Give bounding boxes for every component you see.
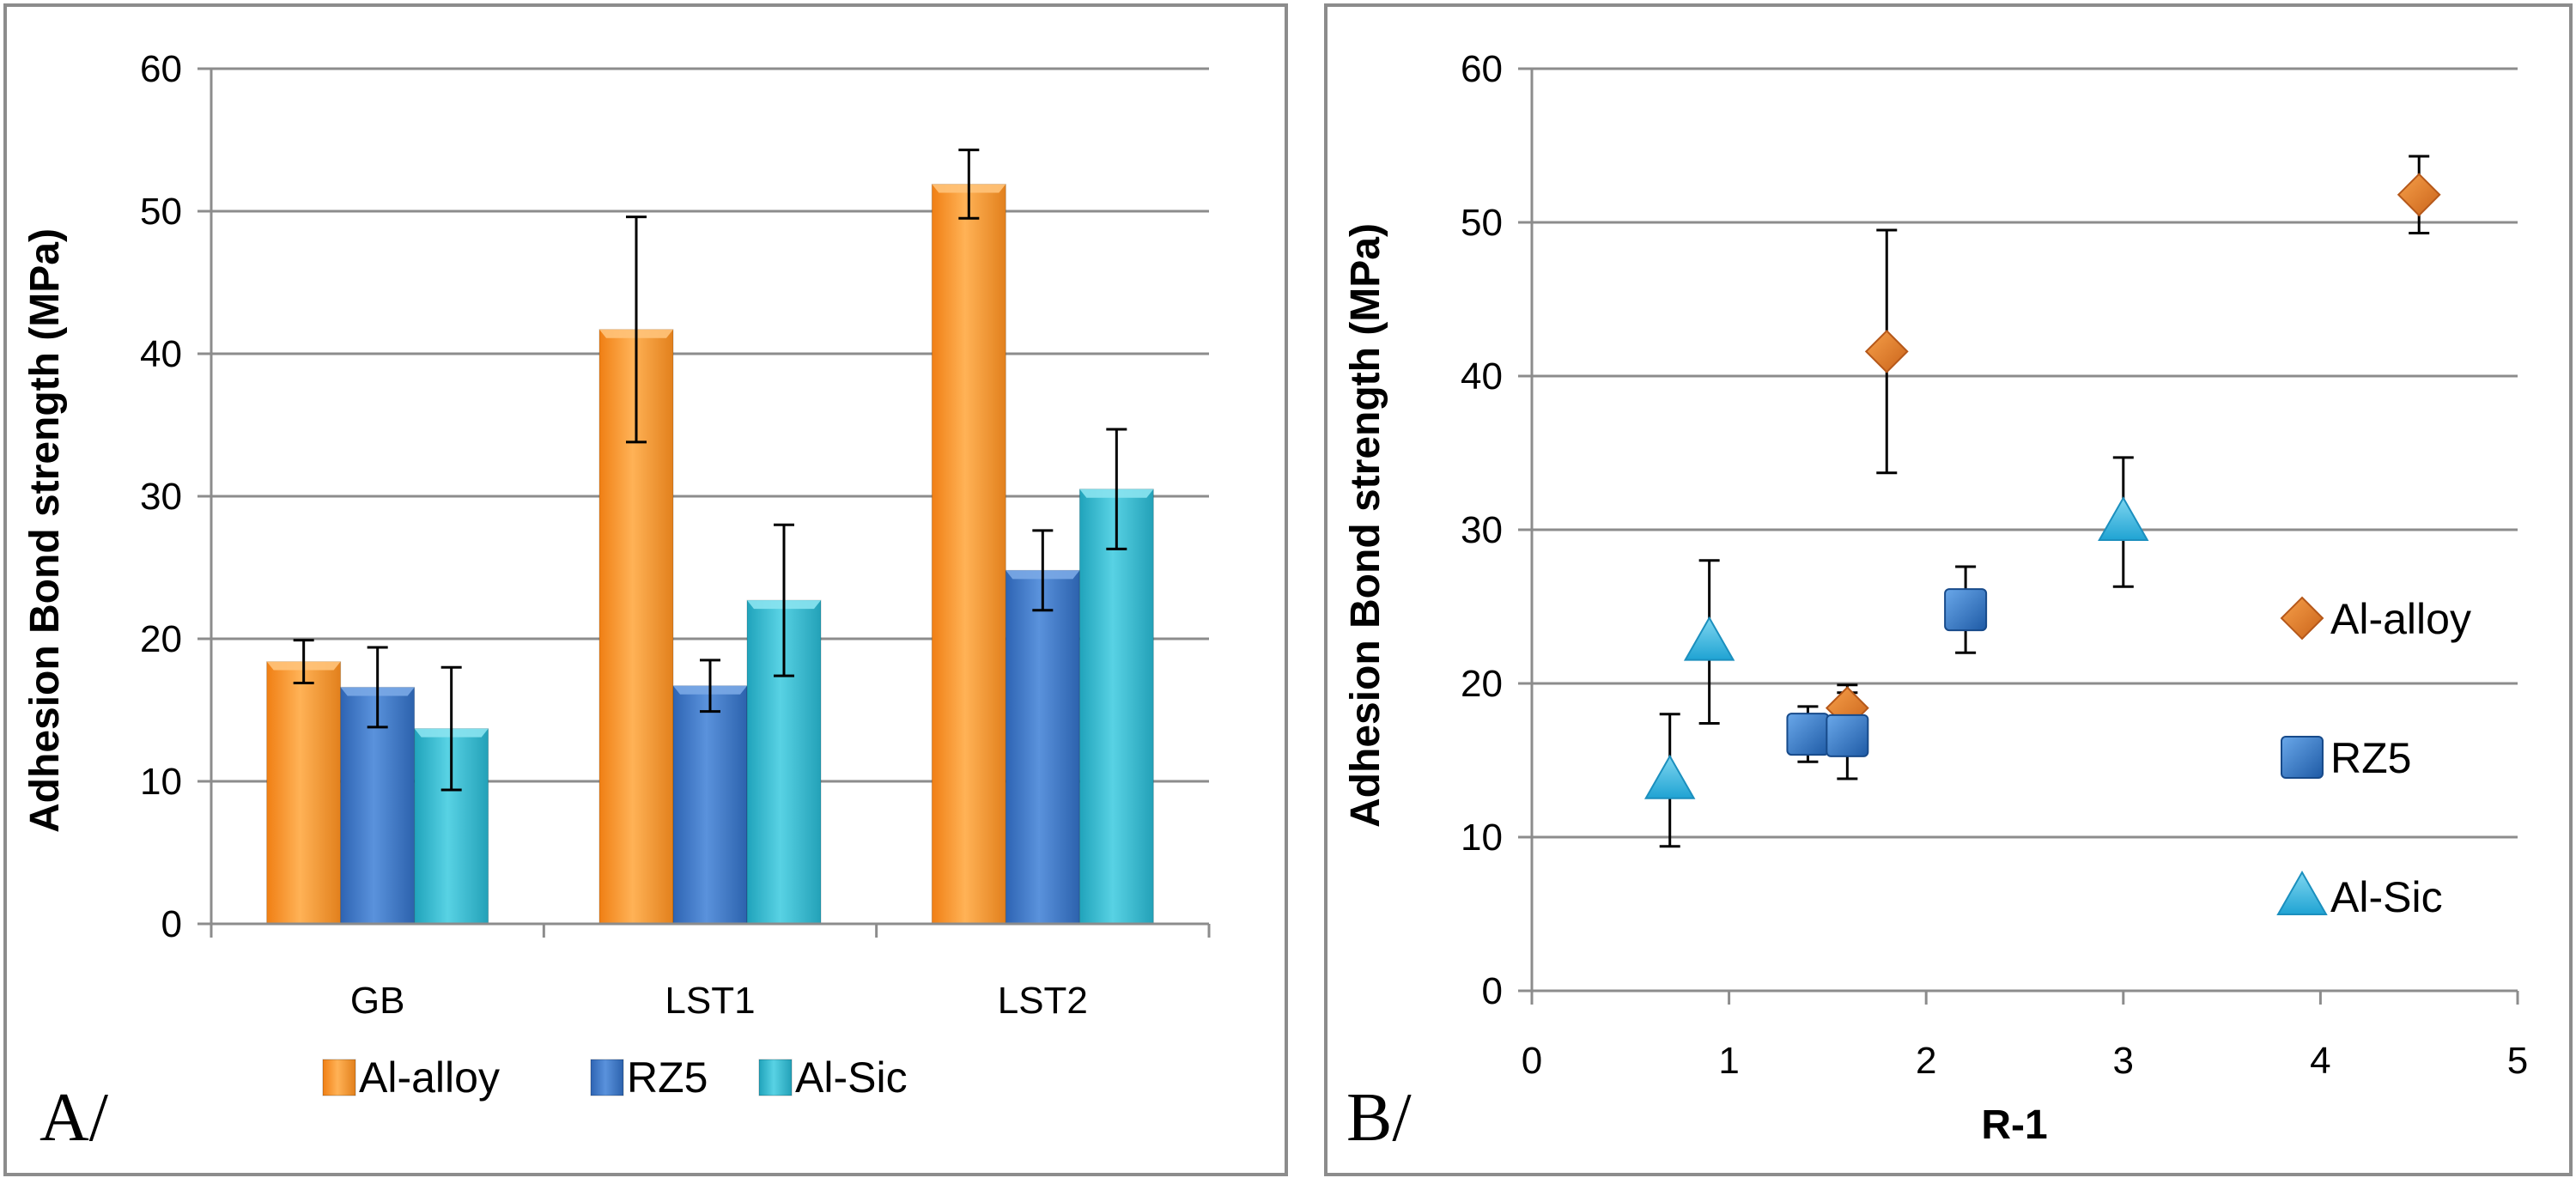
category-label: LST2	[998, 980, 1088, 1022]
y-tick-label: 60	[1461, 48, 1503, 90]
legend: Al-alloy RZ5 Al-Sic	[322, 1053, 908, 1102]
scatter-chart-panel: 0 10 20 30 40 50 60 0 1 2 3 4 5 Adhesion Bond stren…	[1324, 3, 2573, 1176]
category-label: GB	[350, 980, 405, 1022]
legend-swatch-rz5	[590, 1059, 624, 1096]
point-rz5	[1944, 588, 1988, 632]
legend-label: Al-Sic	[2330, 873, 2443, 921]
category-label: LST1	[665, 980, 755, 1022]
legend: Al-alloy RZ5 Al-Sic	[2276, 595, 2471, 921]
legend-label: Al-alloy	[2330, 595, 2471, 643]
point-al-sic	[1683, 616, 1735, 661]
y-tick-label: 40	[1461, 355, 1503, 398]
y-tick-label: 30	[140, 476, 182, 518]
x-axis-title: R-1	[1981, 1102, 2047, 1148]
x-tick-label: 0	[1522, 1040, 1542, 1082]
point-rz5	[1826, 713, 1869, 757]
x-tick-label: 1	[1718, 1040, 1739, 1082]
legend-swatch-al-alloy	[322, 1059, 356, 1096]
panel-label: A/	[39, 1080, 109, 1156]
data-points	[1643, 173, 2441, 799]
y-tick-labels: 0 10 20 30 40 50 60	[1461, 48, 1503, 1012]
point-al-sic	[2098, 496, 2149, 542]
x-axis	[1530, 989, 2519, 1005]
y-tick-label: 50	[1461, 202, 1503, 244]
y-tick-label: 10	[1461, 817, 1503, 859]
legend-label: Al-Sic	[795, 1053, 908, 1102]
y-tick-label: 10	[140, 761, 182, 803]
bar-rz5	[672, 685, 748, 925]
y-axis-title: Adhesion Bond strength (MPa)	[1343, 223, 1388, 828]
point-rz5	[1786, 713, 1830, 756]
y-tick-label: 40	[140, 333, 182, 375]
x-tick-label: 5	[2507, 1040, 2528, 1082]
y-tick-label: 50	[140, 191, 182, 233]
legend-label: Al-alloy	[359, 1053, 500, 1102]
x-tick-label: 4	[2310, 1040, 2330, 1082]
y-tick-label: 0	[161, 903, 182, 945]
legend-marker-al-alloy	[2280, 596, 2324, 641]
bar-al-sic	[1078, 489, 1154, 925]
scatter-chart: 0 10 20 30 40 50 60 0 1 2 3 4 5 Adhesion Bond stren…	[1343, 48, 2528, 1156]
point-al-alloy	[1864, 329, 1909, 373]
x-tick-labels: 0 1 2 3 4 5	[1522, 1040, 2528, 1082]
y-axis-title: Adhesion Bond strength (MPa)	[22, 228, 68, 833]
legend-swatch-al-sic	[758, 1059, 793, 1096]
point-al-sic	[1643, 754, 1696, 799]
y-gridlines	[1518, 67, 2518, 993]
bar-al-alloy	[931, 183, 1006, 925]
y-tick-label: 20	[1461, 663, 1503, 705]
bar-al-alloy	[266, 661, 342, 925]
bar-chart: 0 10 20 30 40 50 60 GB LST1 LST2 Adhesion Bond s…	[22, 48, 1211, 1156]
error-bars	[293, 149, 1127, 792]
bars	[266, 183, 1154, 925]
category-labels: GB LST1 LST2	[350, 980, 1088, 1022]
legend-marker-al-sic	[2276, 870, 2328, 915]
legend-marker-rz5	[2281, 736, 2324, 779]
legend-label: RZ5	[627, 1053, 708, 1102]
bar-chart-panel: 0 10 20 30 40 50 60 GB LST1 LST2 Adhesion Bond s…	[3, 3, 1288, 1176]
y-tick-labels: 0 10 20 30 40 50 60	[140, 48, 182, 945]
y-tick-label: 0	[1482, 970, 1503, 1012]
point-al-alloy	[2397, 173, 2441, 217]
x-axis	[210, 922, 1211, 938]
bar-rz5	[1005, 569, 1080, 925]
legend-label: RZ5	[2330, 734, 2411, 782]
y-tick-label: 30	[1461, 509, 1503, 551]
y-tick-label: 20	[140, 618, 182, 660]
x-tick-label: 2	[1916, 1040, 1936, 1082]
x-tick-label: 3	[2113, 1040, 2134, 1082]
panel-label: B/	[1346, 1080, 1412, 1156]
y-tick-label: 60	[140, 48, 182, 90]
